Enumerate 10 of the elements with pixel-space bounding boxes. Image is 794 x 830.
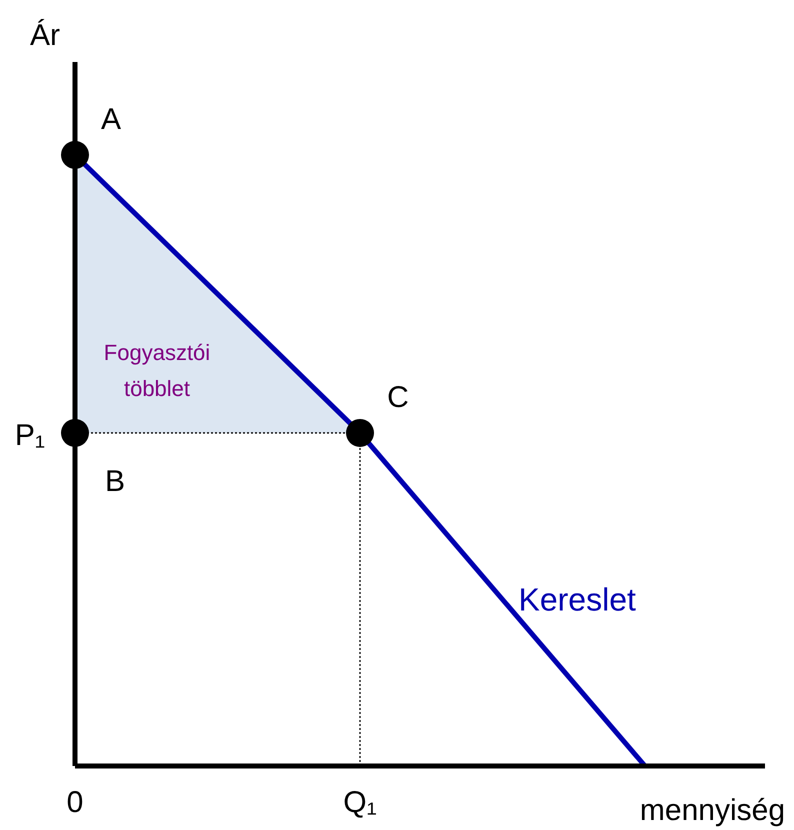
- x-tick-label: 0: [66, 786, 84, 819]
- annotation: C: [387, 380, 409, 414]
- annotation: A: [100, 102, 122, 136]
- ref-line-label: P₁: [14, 418, 46, 452]
- series-label: Kereslet: [518, 581, 636, 618]
- x-axis-title: mennyiség: [640, 794, 785, 827]
- x-tick-label: Q₁: [343, 786, 377, 819]
- annotation: Fogyasztói többlet: [104, 340, 210, 401]
- y-axis-title: Ár: [30, 18, 60, 52]
- annotation: B: [104, 464, 126, 498]
